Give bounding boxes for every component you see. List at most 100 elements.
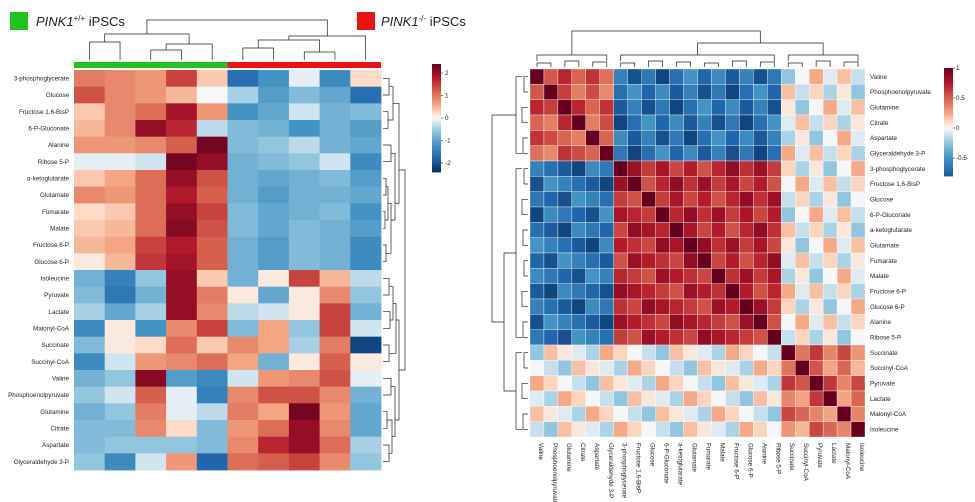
right-heatmap-cell [753, 160, 768, 177]
right-heatmap-cell [808, 360, 824, 376]
left-row-label: Lactate [48, 309, 69, 316]
right-heatmap-cell [599, 314, 614, 330]
right-heatmap-cell [697, 390, 712, 407]
right-heatmap-cell [808, 421, 824, 438]
right-heatmap-cell [725, 222, 740, 238]
left-heatmap-cell [227, 253, 259, 271]
left-heatmap-cell [350, 370, 382, 388]
right-heatmap-cell [571, 114, 587, 131]
right-colorbar-segment [944, 129, 953, 132]
right-heatmap-cell [571, 206, 587, 223]
right-heatmap-cell [753, 252, 768, 269]
left-heatmap-cell [74, 120, 106, 138]
right-heatmap-cell [822, 176, 838, 192]
right-heatmap-cell [669, 375, 684, 392]
left-heatmap-cell [319, 186, 351, 204]
left-heatmap-cell [74, 103, 106, 121]
right-col-label: Fructose 1,6-BisP [635, 443, 642, 493]
right-heatmap-cell [585, 314, 600, 330]
left-heatmap-cell [258, 436, 290, 454]
left-heatmap-cell [258, 236, 290, 254]
left-colorbar-segment [432, 148, 441, 151]
right-row-label: Succinyl-CoA [870, 365, 909, 372]
right-heatmap-cell [585, 421, 600, 438]
right-heatmap-cell [753, 314, 768, 330]
right-heatmap-cell [739, 191, 754, 208]
right-heatmap-cell [543, 375, 559, 392]
left-heatmap-cell [350, 186, 382, 204]
right-heatmap-cell [822, 206, 838, 223]
right-heatmap-cell [655, 406, 670, 422]
left-heatmap-cell [74, 420, 106, 438]
left-heatmap-cell [319, 253, 351, 271]
right-heatmap-panel: Valine Valine Phosphoenolpyruvate Phosphoen… [491, 30, 967, 502]
right-heatmap-cell [836, 421, 852, 438]
right-colorbar-segment [944, 114, 953, 117]
right-heatmap-cell [669, 283, 684, 300]
right-heatmap-cell [669, 329, 684, 346]
right-heatmap-cell [781, 191, 796, 208]
right-heatmap-cell [808, 268, 824, 284]
left-heatmap-cell [74, 386, 106, 404]
right-heatmap-cell [641, 191, 656, 208]
left-heatmap-cell [258, 186, 290, 204]
right-heatmap-cell [613, 283, 628, 300]
left-heatmap-cell [166, 336, 198, 354]
right-heatmap-cell [697, 237, 712, 254]
right-heatmap-cell [795, 360, 810, 376]
left-colorbar-segment [432, 76, 441, 79]
right-heatmap-cell [529, 298, 545, 315]
right-heatmap-cell [697, 176, 712, 192]
right-heatmap-cell [613, 268, 628, 284]
left-heatmap-cell [104, 436, 136, 454]
right-heatmap-cell [613, 375, 628, 392]
right-heatmap-cell [599, 237, 614, 254]
left-heatmap-cell [74, 153, 106, 171]
legend-wt-sup: +/+ [74, 14, 86, 23]
right-heatmap-cell [836, 390, 852, 407]
right-colorbar-segment [944, 102, 953, 105]
right-heatmap-cell [808, 130, 824, 146]
right-heatmap-cell [836, 375, 852, 392]
right-heatmap-cell [571, 268, 587, 284]
right-heatmap-cell [697, 268, 712, 284]
right-heatmap-cell [767, 375, 782, 392]
right-heatmap-cell [711, 406, 726, 422]
left-heatmap-cell [104, 270, 136, 288]
legend-label-wt: PINK1+/+ iPSCs [36, 14, 125, 29]
right-heatmap-cell [767, 68, 782, 85]
right-col-label: Succinate [788, 443, 795, 471]
right-heatmap-cell [641, 160, 656, 177]
left-heatmap-cell [104, 170, 136, 188]
right-heatmap-cell [627, 329, 642, 346]
right-row-label: Fructose 6-P [870, 289, 906, 296]
left-colorbar-segment [432, 123, 441, 126]
left-colorbar-segment [432, 98, 441, 101]
right-heatmap-cell [822, 329, 838, 346]
right-heatmap-cell [641, 421, 656, 438]
right-heatmap-cell [585, 375, 600, 392]
right-heatmap-cell [683, 283, 698, 300]
left-heatmap-cell [227, 320, 259, 338]
right-heatmap-cell [627, 268, 642, 284]
left-heatmap-cell [350, 436, 382, 454]
left-colorbar-segment [432, 65, 441, 68]
right-heatmap-cell [781, 298, 796, 315]
right-heatmap-cell [795, 68, 810, 85]
right-heatmap-cell [711, 252, 726, 269]
right-heatmap-cell [850, 176, 866, 192]
right-heatmap-cell [641, 375, 656, 392]
right-heatmap-cell [836, 130, 852, 146]
right-heatmap-cell [585, 114, 600, 131]
right-heatmap-cell [669, 68, 684, 85]
right-heatmap-cell [669, 252, 684, 269]
left-heatmap-cell [227, 203, 259, 221]
right-heatmap-cell [739, 145, 754, 162]
left-heatmap-cell [258, 153, 290, 171]
left-heatmap-cell [319, 303, 351, 321]
right-heatmap-cell [767, 344, 782, 361]
right-heatmap-cell [850, 283, 866, 300]
right-heatmap-cell [795, 237, 810, 254]
right-heatmap-cell [739, 314, 754, 330]
right-heatmap-cell [543, 145, 559, 162]
